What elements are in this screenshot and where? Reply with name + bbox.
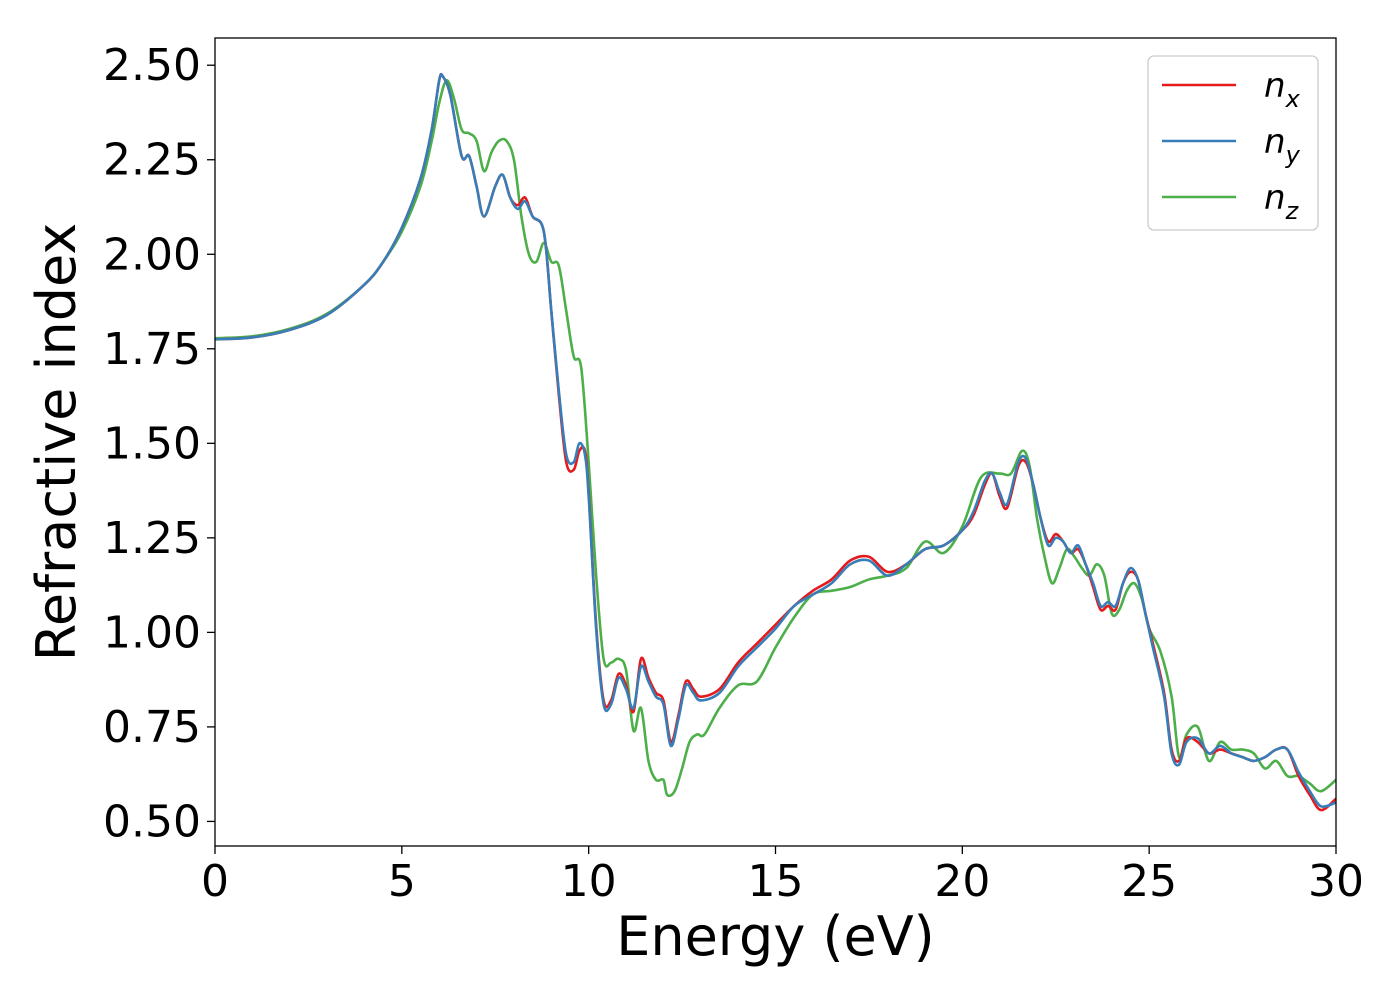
x-axis-label: Energy (eV): [616, 905, 935, 968]
y-axis-label: Refractive index: [25, 223, 88, 662]
legend-symbol: n: [1264, 178, 1286, 218]
legend-label-nx: nx: [1264, 66, 1301, 113]
legend-subscript: z: [1285, 197, 1300, 225]
x-tick-label: 5: [388, 856, 416, 907]
y-tick-label: 1.75: [103, 324, 201, 375]
x-tick-label: 15: [748, 856, 804, 907]
legend-label-nz: nz: [1264, 178, 1300, 225]
y-tick-label: 1.25: [103, 513, 201, 564]
y-tick-label: 2.00: [103, 229, 201, 280]
x-tick-label: 10: [561, 856, 617, 907]
y-tick-label: 2.25: [103, 135, 201, 186]
legend-symbol: n: [1264, 122, 1286, 162]
legend-subscript: x: [1285, 85, 1301, 113]
legend-box: [1147, 55, 1319, 231]
x-tick-label: 25: [1121, 856, 1177, 907]
y-axis-ticks: 0.50 0.75 1.00 1.25 1.50 1.75 2.00 2.25 2.50: [103, 40, 215, 847]
x-tick-label: 30: [1308, 856, 1364, 907]
y-tick-label: 0.50: [103, 796, 201, 847]
legend-symbol: n: [1264, 66, 1286, 106]
series-layer: [215, 72, 1336, 812]
y-tick-label: 1.00: [103, 607, 201, 658]
series-line-nz: [215, 79, 1336, 798]
x-tick-label: 0: [201, 856, 229, 907]
legend-subscript: y: [1285, 141, 1301, 169]
series-line-ny: [215, 72, 1336, 809]
x-axis-ticks: 0 5 10 15 20 25 30: [201, 846, 1364, 907]
legend-label-ny: ny: [1264, 122, 1301, 169]
y-tick-label: 0.75: [103, 702, 201, 753]
y-tick-label: 1.50: [103, 418, 201, 469]
x-tick-label: 20: [934, 856, 990, 907]
y-tick-label: 2.50: [103, 40, 201, 91]
